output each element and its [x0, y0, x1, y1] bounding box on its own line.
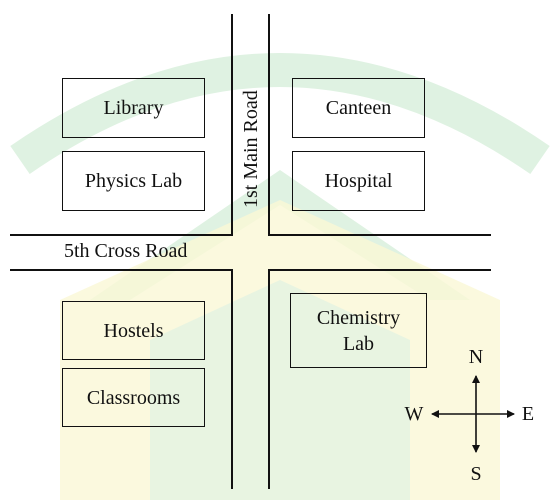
- main-road-label: 1st Main Road: [240, 90, 262, 208]
- main-road-right-edge-north: [268, 14, 270, 234]
- cross-road-label: 5th Cross Road: [64, 240, 188, 262]
- compass-south-label: S: [470, 463, 482, 485]
- hospital-box: Hospital: [292, 151, 425, 211]
- classrooms-box: Classrooms: [62, 368, 205, 427]
- compass-east-label: E: [521, 403, 535, 425]
- compass-north-label: N: [468, 346, 484, 368]
- physics-lab-box: Physics Lab: [62, 151, 205, 211]
- chemistry-lab-box: Chemistry Lab: [290, 293, 427, 368]
- main-road-left-edge-north: [231, 14, 233, 234]
- cross-road-bottom-edge: [10, 269, 233, 271]
- hostels-box: Hostels: [62, 301, 205, 360]
- canteen-box: Canteen: [292, 78, 425, 138]
- cross-road-top-edge-east: [268, 234, 491, 236]
- compass-west-label: W: [404, 403, 424, 425]
- cross-road-top-edge: [10, 234, 233, 236]
- library-box: Library: [62, 78, 205, 138]
- cross-road-bottom-edge-east: [268, 269, 491, 271]
- main-road-left-edge-south: [231, 269, 233, 489]
- main-road-right-edge-south: [268, 269, 270, 489]
